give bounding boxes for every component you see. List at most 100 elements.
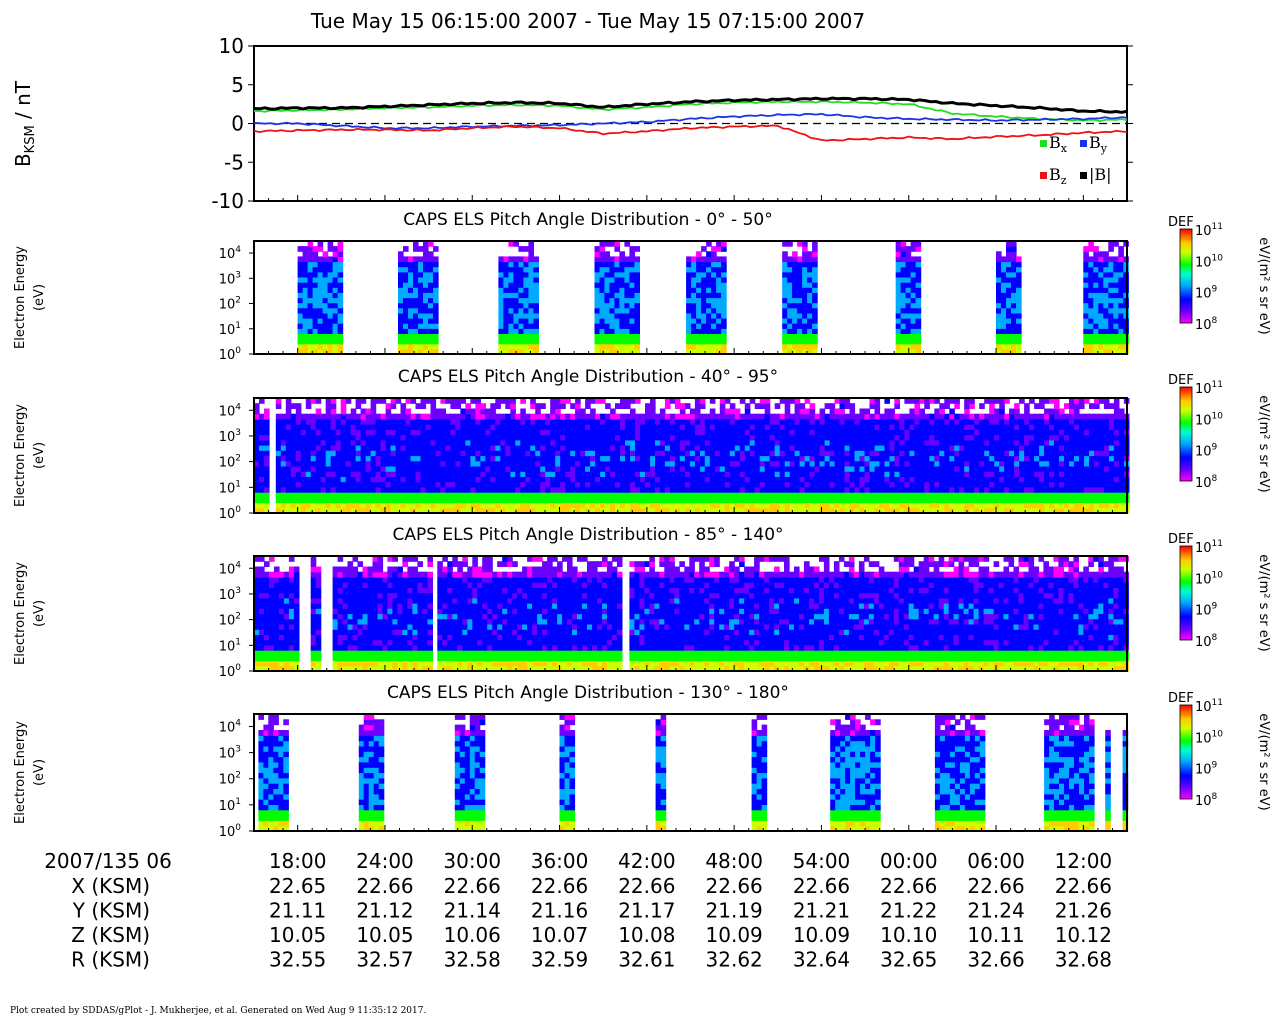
heatmap-cell: [984, 497, 990, 504]
heatmap-cell: [869, 424, 876, 430]
heatmap-cell: [614, 297, 620, 304]
heatmap-cell: [503, 271, 509, 278]
heatmap-cell: [1079, 413, 1085, 420]
heatmap-cell: [1084, 476, 1090, 483]
heatmap-cell: [345, 398, 352, 404]
heatmap-cell: [555, 471, 561, 477]
heatmap-cell: [802, 256, 808, 263]
heatmap-cell: [1016, 261, 1022, 268]
colorbar: [1179, 228, 1193, 324]
heatmap-cell: [413, 348, 419, 355]
heatmap-cell: [794, 408, 801, 415]
heatmap-cell: [420, 476, 427, 483]
heatmap-cell: [609, 256, 615, 263]
heatmap-cell: [809, 445, 816, 451]
heatmap-cell: [575, 492, 581, 498]
heatmap-cell: [380, 492, 387, 498]
heatmap-cell: [630, 439, 636, 446]
heatmap-cell: [744, 460, 751, 467]
heatmap-cell: [560, 492, 566, 498]
heatmap-cell: [485, 502, 491, 509]
heatmap-cell: [408, 277, 414, 283]
heatmap-cell: [508, 318, 514, 324]
heatmap-cell: [315, 398, 322, 404]
heatmap-cell: [844, 486, 851, 493]
heatmap-cell: [395, 460, 402, 467]
heatmap-cell: [498, 266, 504, 273]
heatmap-cell: [659, 476, 666, 483]
heatmap-cell: [1103, 323, 1109, 329]
heatmap-cell: [320, 471, 327, 477]
heatmap-cell: [1093, 251, 1099, 257]
heatmap-cell: [929, 486, 935, 493]
heatmap-cell: [500, 486, 506, 493]
heatmap-cell: [764, 445, 771, 451]
heatmap-cell: [910, 271, 917, 278]
heatmap-cell: [533, 312, 539, 319]
heatmap-cell: [839, 471, 846, 477]
heatmap-cell: [729, 445, 736, 451]
heatmap-cell: [969, 434, 975, 441]
heatmap-cell: [405, 497, 412, 504]
heatmap-cell: [635, 439, 641, 446]
heatmap-cell: [1024, 502, 1030, 509]
heatmap-cell: [634, 302, 640, 309]
heatmap-cell: [540, 497, 546, 504]
heatmap-cell: [804, 450, 811, 457]
heatmap-cell: [285, 403, 292, 409]
heatmap-cell: [390, 455, 397, 462]
heatmap-cell: [849, 460, 856, 467]
heatmap-cell: [595, 486, 601, 493]
heatmap-cell: [420, 481, 427, 488]
heatmap-cell: [1054, 507, 1060, 514]
heatmap-cell: [345, 413, 352, 420]
heatmap-cell: [619, 323, 625, 329]
heatmap-cell: [854, 418, 861, 425]
heatmap-cell: [894, 403, 900, 409]
heatmap-cell: [774, 455, 781, 462]
heatmap-cell: [305, 424, 312, 430]
heatmap-cell: [1088, 241, 1094, 247]
heatmap-cell: [655, 429, 661, 436]
heatmap-cell: [599, 266, 606, 273]
heatmap-cell: [989, 486, 995, 493]
heatmap-cell: [440, 502, 446, 509]
heatmap-cell: [600, 445, 606, 451]
heatmap-cell: [605, 502, 611, 509]
heatmap-cell: [909, 492, 915, 498]
heatmap-cell: [909, 450, 915, 457]
heatmap-cell: [259, 466, 265, 472]
heatmap-cell: [797, 333, 803, 340]
heatmap-cell: [264, 408, 270, 415]
heatmap-cell: [691, 328, 697, 334]
heatmap-cell: [440, 466, 446, 472]
heatmap-cell: [1009, 413, 1015, 420]
heatmap-cell: [625, 450, 631, 457]
heatmap-cell: [619, 348, 625, 355]
heatmap-cell: [599, 246, 606, 252]
heatmap-cell: [635, 455, 641, 462]
heatmap-cell: [664, 398, 671, 404]
heatmap-cell: [814, 434, 821, 441]
heatmap-cell: [337, 297, 344, 304]
heatmap-cell: [490, 408, 496, 415]
heatmap-cell: [984, 434, 990, 441]
heatmap-cell: [1024, 486, 1030, 493]
heatmap-cell: [984, 418, 990, 425]
heatmap-cell: [884, 481, 890, 488]
heatmap-cell: [782, 312, 788, 319]
heatmap-cell: [696, 302, 702, 309]
heatmap-cell: [315, 481, 322, 488]
heatmap-cell: [510, 439, 516, 446]
heatmap-cell: [734, 429, 741, 436]
heatmap-cell: [1004, 486, 1010, 493]
heatmap-cell: [650, 455, 656, 462]
heatmap-cell: [1034, 450, 1040, 457]
heatmap-cell: [530, 502, 536, 509]
heatmap-cell: [425, 492, 432, 498]
heatmap-cell: [1118, 287, 1124, 293]
heatmap-cell: [1006, 328, 1012, 334]
heatmap-cell: [834, 476, 841, 483]
heatmap-cell: [533, 302, 539, 309]
heatmap-cell: [415, 429, 422, 436]
